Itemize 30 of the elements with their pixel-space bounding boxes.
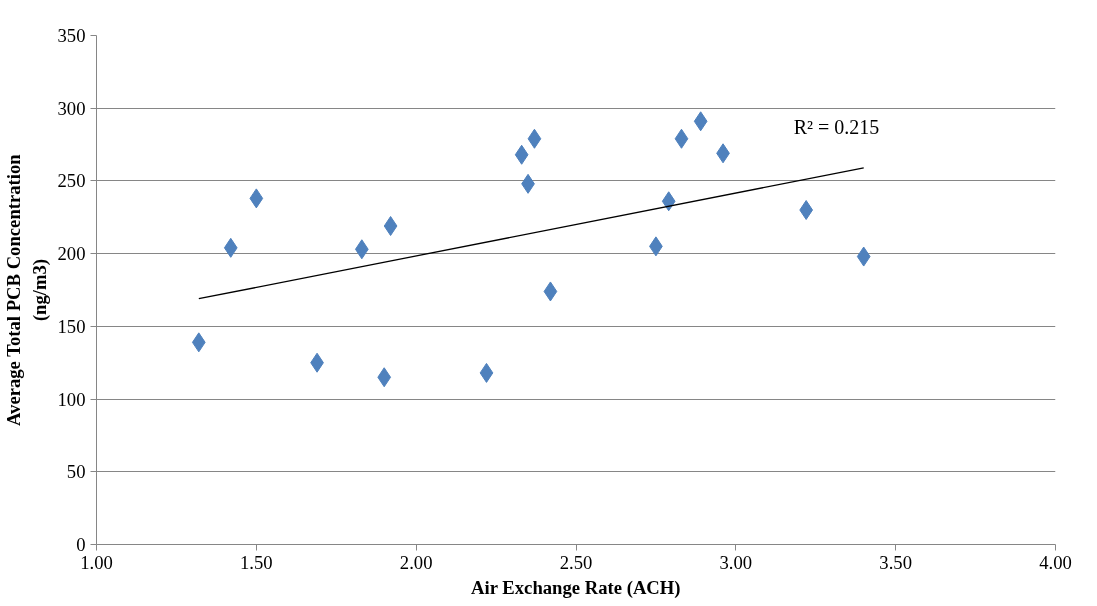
point: [354, 239, 369, 260]
y-tick-label: 200: [57, 243, 86, 265]
y-tick-label: 300: [57, 97, 86, 119]
point: [527, 128, 542, 149]
point: [191, 332, 206, 353]
y-tick-label: 100: [57, 388, 86, 410]
y-tick-label: 150: [57, 315, 86, 337]
annotation: R² = 0.215: [793, 115, 880, 138]
point: [249, 188, 264, 209]
point: [693, 111, 708, 132]
point: [543, 281, 558, 302]
x-tick-label: 4.00: [1039, 551, 1072, 573]
x-tick-label: 2.00: [399, 551, 433, 573]
point: [661, 191, 676, 212]
point: [377, 367, 392, 388]
x-axis-title: Air Exchange Rate (ACH): [471, 576, 681, 599]
point: [383, 216, 398, 237]
x-tick-label: 1.50: [240, 551, 273, 573]
x-tick-label: 3.00: [719, 551, 753, 573]
y-tick-label: 50: [66, 461, 86, 483]
y-tick-label: 250: [57, 170, 86, 192]
point: [856, 246, 871, 267]
point: [514, 144, 529, 165]
point: [223, 237, 238, 258]
x-tick-label: 2.50: [559, 551, 593, 573]
point: [479, 362, 494, 383]
y-tick-label: 350: [57, 25, 86, 46]
y-axis-title: Average Total PCB Concentration (ng/m3): [3, 153, 51, 427]
point: [674, 128, 689, 149]
x-tick-label: 3.50: [879, 551, 912, 573]
